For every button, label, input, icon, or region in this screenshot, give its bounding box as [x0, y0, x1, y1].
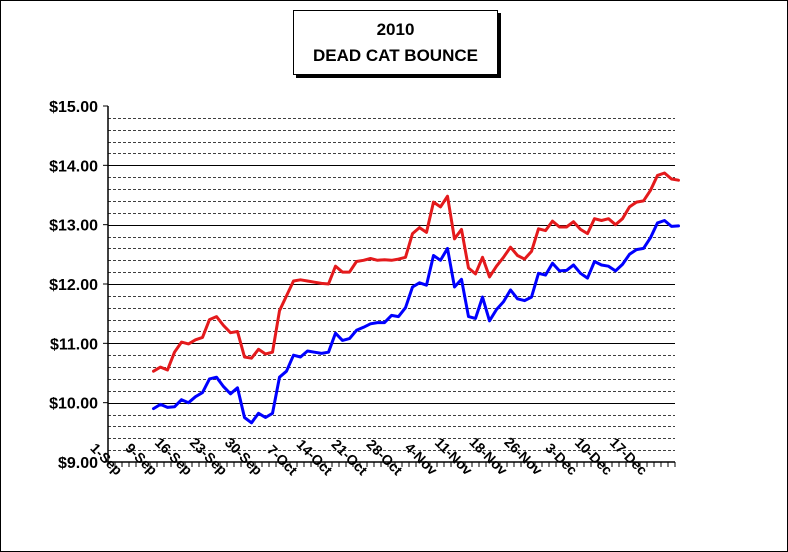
y-tick-label: $9.00: [58, 455, 98, 472]
y-tick-label: $14.00: [49, 158, 98, 175]
y-tick-label: $10.00: [49, 396, 98, 413]
y-tick-label: $15.00: [49, 99, 98, 116]
series-line-0: [152, 171, 680, 373]
chart-title-box: 2010 DEAD CAT BOUNCE: [293, 10, 498, 75]
series-line-1: [152, 219, 680, 425]
chart-title-text: DEAD CAT BOUNCE: [313, 45, 478, 65]
y-tick-label: $11.00: [50, 336, 98, 353]
y-tick-label: $13.00: [49, 218, 98, 235]
chart-title-year: 2010: [376, 19, 415, 39]
y-tick-label: $12.00: [49, 277, 98, 294]
